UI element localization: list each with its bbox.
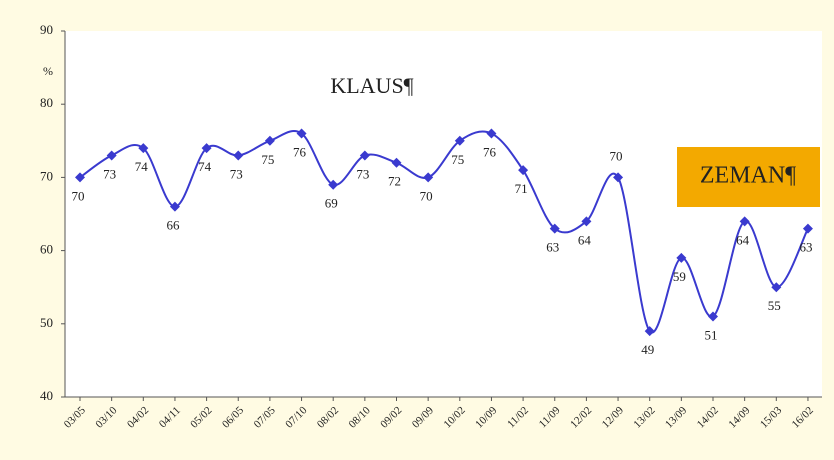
y-tick-label: 80 <box>40 95 53 110</box>
data-label: 55 <box>768 298 781 313</box>
marker <box>359 150 370 161</box>
data-label: 74 <box>198 159 212 174</box>
data-label: 63 <box>546 240 559 255</box>
marker <box>296 128 307 139</box>
data-label: 75 <box>261 152 274 167</box>
marker <box>423 172 434 183</box>
annotation-box <box>677 147 820 207</box>
marker <box>708 311 718 322</box>
data-label: 49 <box>641 342 654 357</box>
marker <box>75 172 85 183</box>
data-label: 73 <box>356 166 369 181</box>
marker <box>676 252 687 263</box>
marker <box>549 223 560 234</box>
marker <box>169 201 180 212</box>
marker <box>518 165 529 176</box>
data-label: 51 <box>705 327 718 342</box>
y-tick-label: 70 <box>40 168 53 183</box>
marker <box>201 143 212 154</box>
annotation: ZEMAN¶ <box>700 163 796 189</box>
data-label: 64 <box>736 232 750 247</box>
marker <box>486 128 497 139</box>
data-label: 66 <box>166 218 180 233</box>
data-label: 64 <box>578 232 592 247</box>
marker <box>106 150 117 161</box>
data-label: 71 <box>515 181 528 196</box>
data-label: 73 <box>230 166 243 181</box>
marker <box>264 135 275 146</box>
marker <box>391 157 402 168</box>
y-tick-label: 60 <box>40 242 53 257</box>
data-label: 59 <box>673 269 686 284</box>
annotation: KLAUS¶ <box>330 73 413 98</box>
data-label: 76 <box>483 144 497 159</box>
y-tick-label: 50 <box>40 315 53 330</box>
y-tick-label: 90 <box>40 22 53 37</box>
marker <box>739 216 750 227</box>
marker <box>802 223 813 234</box>
plot-area <box>65 31 822 397</box>
marker <box>613 172 624 183</box>
y-tick-label: 40 <box>40 388 53 403</box>
marker <box>771 282 782 293</box>
data-label: 74 <box>135 159 149 174</box>
marker <box>454 135 465 146</box>
marker <box>328 179 339 190</box>
data-label: 76 <box>293 144 307 159</box>
marker <box>644 326 655 337</box>
data-label: 69 <box>325 196 338 211</box>
data-label: 70 <box>420 188 433 203</box>
marker <box>233 150 244 161</box>
data-label: 70 <box>72 188 85 203</box>
data-label: 63 <box>799 240 812 255</box>
data-label: 70 <box>610 148 623 163</box>
y-axis-label: % <box>43 64 53 78</box>
marker <box>138 143 149 154</box>
data-label: 75 <box>451 152 464 167</box>
data-label: 72 <box>388 174 401 189</box>
data-label: 73 <box>103 166 116 181</box>
marker <box>581 216 592 227</box>
